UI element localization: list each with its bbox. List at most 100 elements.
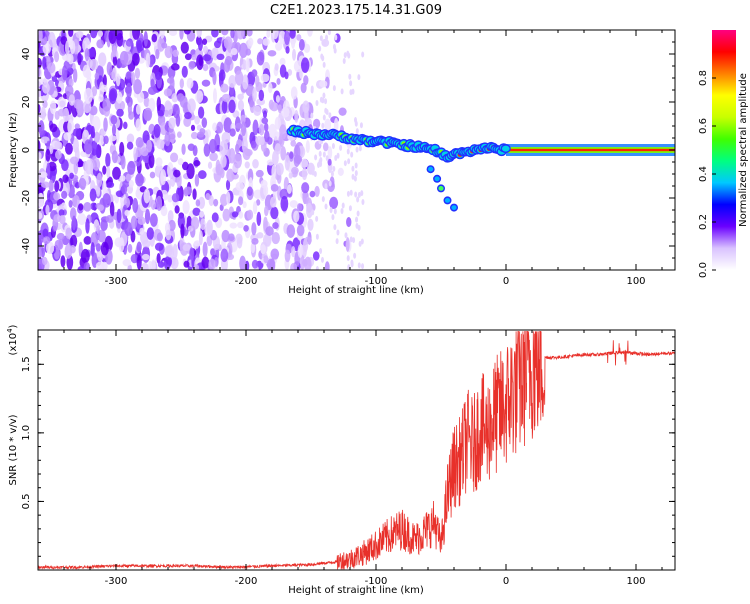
heatmap-cell bbox=[335, 238, 339, 245]
heatmap-cell bbox=[354, 162, 358, 169]
heatmap-cell bbox=[287, 69, 293, 76]
heatmap-cell bbox=[207, 161, 213, 169]
heatmap-cell bbox=[296, 203, 303, 212]
heatmap-cell bbox=[96, 39, 104, 49]
branch-blob bbox=[438, 186, 444, 191]
heatmap-cell bbox=[72, 194, 80, 208]
heatmap-cell bbox=[349, 189, 353, 196]
heatmap-band-core bbox=[506, 148, 675, 152]
heatmap-cell bbox=[289, 30, 296, 39]
heatmap-cell bbox=[106, 166, 111, 179]
heatmap-cell bbox=[156, 232, 163, 242]
heatmap-cell bbox=[301, 182, 310, 194]
heatmap-cell bbox=[54, 180, 60, 193]
heatmap-cell bbox=[90, 202, 97, 211]
colorbar-label: Normalized spectral amplitude bbox=[738, 73, 749, 227]
heatmap-cell bbox=[126, 71, 132, 79]
heatmap-cell bbox=[119, 175, 126, 182]
heatmap-cell bbox=[293, 60, 303, 73]
heatmap-cell bbox=[195, 199, 201, 207]
heatmap-cell bbox=[95, 243, 101, 252]
heatmap-cell bbox=[351, 173, 355, 180]
heatmap-cell bbox=[272, 150, 279, 166]
heatmap-cell bbox=[228, 99, 236, 114]
heatmap-cell bbox=[68, 30, 74, 38]
heatmap-cell bbox=[303, 75, 309, 86]
heatmap-cell bbox=[47, 62, 56, 74]
heatmap-cell bbox=[327, 30, 331, 36]
heatmap-cell bbox=[198, 196, 206, 209]
heatmap-cell bbox=[76, 99, 85, 116]
colorbar-tick-label: 0.6 bbox=[698, 118, 709, 134]
heatmap-cell bbox=[271, 164, 277, 180]
heatmap-cell bbox=[264, 130, 270, 143]
heatmap-cell bbox=[140, 147, 149, 157]
heatmap-cell bbox=[225, 179, 231, 191]
heatmap-y-axis-label: Frequency (Hz) bbox=[8, 112, 19, 188]
heatmap-cell bbox=[150, 78, 155, 89]
heatmap-cell bbox=[179, 30, 184, 40]
heatmap-cell bbox=[289, 151, 294, 160]
heatmap-cell bbox=[286, 184, 292, 194]
heatmap-cell bbox=[355, 128, 359, 135]
heatmap-cell bbox=[192, 145, 198, 157]
heatmap-cell bbox=[130, 215, 138, 229]
heatmap-cell bbox=[103, 135, 109, 145]
heatmap-cell bbox=[42, 82, 50, 94]
heatmap-cell bbox=[198, 230, 203, 246]
heatmap-cell bbox=[102, 97, 112, 112]
heatmap-cell bbox=[100, 241, 109, 256]
heatmap-cell bbox=[245, 48, 251, 56]
heatmap-cell bbox=[40, 247, 46, 258]
heatmap-cell bbox=[111, 124, 116, 137]
heatmap-cell bbox=[174, 205, 180, 214]
heatmap-cell bbox=[109, 89, 117, 105]
heatmap-cell bbox=[90, 140, 98, 156]
heatmap-cell bbox=[279, 57, 286, 66]
heatmap-cell bbox=[219, 140, 229, 156]
heatmap-cell bbox=[111, 150, 118, 164]
heatmap-cell bbox=[221, 30, 229, 36]
heatmap-cell bbox=[68, 200, 73, 208]
heatmap-cell bbox=[238, 42, 248, 59]
heatmap-cell bbox=[110, 71, 116, 80]
heatmap-cell bbox=[280, 146, 287, 161]
heatmap-cell bbox=[182, 200, 190, 214]
heatmap-cell bbox=[276, 77, 281, 85]
heatmap-cell bbox=[318, 45, 322, 52]
heatmap-cell bbox=[351, 165, 355, 172]
heatmap-cell bbox=[354, 170, 358, 177]
x-tick-label: 100 bbox=[626, 576, 645, 587]
heatmap-cell bbox=[220, 248, 229, 263]
heatmap-cell bbox=[325, 109, 329, 116]
heatmap-cell bbox=[60, 255, 66, 268]
snr-x-axis-label: Height of straight line (km) bbox=[288, 585, 424, 596]
heatmap-cell bbox=[345, 237, 350, 252]
heatmap-cell bbox=[346, 148, 350, 155]
heatmap-cell bbox=[274, 116, 281, 130]
heatmap-cell bbox=[315, 99, 319, 106]
heatmap-cell bbox=[151, 33, 158, 43]
heatmap-cell bbox=[328, 166, 332, 173]
heatmap-cell bbox=[244, 161, 250, 169]
heatmap-cell bbox=[183, 30, 191, 35]
heatmap-cell bbox=[315, 215, 319, 222]
heatmap-cell bbox=[143, 30, 148, 47]
heatmap-cell bbox=[180, 223, 185, 239]
heatmap-cell bbox=[352, 237, 356, 244]
heatmap-cell bbox=[179, 78, 185, 89]
heatmap-cell bbox=[261, 117, 269, 124]
heatmap-cell bbox=[322, 92, 326, 99]
heatmap-cell bbox=[233, 153, 242, 169]
heatmap-cell bbox=[170, 257, 179, 270]
heatmap-cell bbox=[170, 63, 180, 71]
heatmap-cell bbox=[205, 193, 211, 200]
branch-blob bbox=[434, 176, 440, 182]
heatmap-cell bbox=[203, 143, 211, 157]
heatmap-cell bbox=[160, 205, 168, 217]
heatmap-cell bbox=[252, 87, 257, 103]
heatmap-cell bbox=[307, 30, 313, 37]
heatmap-cell bbox=[42, 56, 47, 70]
heatmap-cell bbox=[270, 184, 279, 192]
heatmap-cell bbox=[94, 72, 100, 80]
